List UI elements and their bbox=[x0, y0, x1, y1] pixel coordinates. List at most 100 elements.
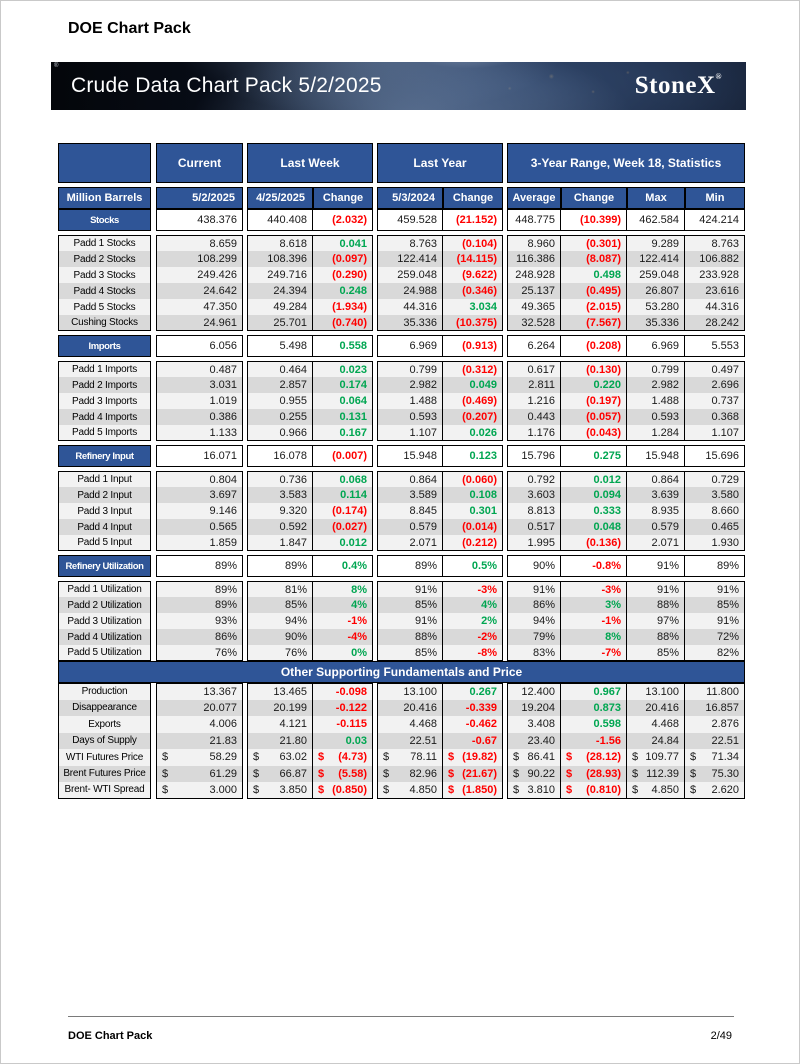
section-change-cell: (0.007) bbox=[313, 445, 373, 467]
section-value-cell: 15.696 bbox=[685, 445, 745, 467]
value-cell: 248.928 bbox=[507, 267, 561, 283]
price-value: 109.77 bbox=[645, 751, 679, 764]
section-value-cell: 438.376 bbox=[156, 209, 243, 231]
value-cell: 4.121 bbox=[247, 716, 313, 733]
price-value: 4.850 bbox=[409, 783, 437, 796]
value-cell: 1.930 bbox=[685, 535, 745, 551]
value-cell: 24.988 bbox=[377, 283, 443, 299]
value-cell: 0.799 bbox=[627, 361, 685, 377]
value-cell: 0.804 bbox=[156, 471, 243, 487]
currency-symbol: $ bbox=[253, 783, 260, 796]
value-cell: 13.465 bbox=[247, 683, 313, 700]
row-label: Brent- WTI Spread bbox=[58, 782, 151, 799]
change-cell: 8% bbox=[561, 629, 627, 645]
section-label: Refinery Input bbox=[58, 445, 151, 467]
price-change-cell: $ (28.93) bbox=[561, 765, 627, 782]
currency-symbol: $ bbox=[690, 767, 697, 780]
value-cell: 4.006 bbox=[156, 716, 243, 733]
table-row: Padd 1 Utilization 89% 81% 8% 91% -3% 91% -3% 91… bbox=[58, 581, 745, 597]
change-cell: 0.108 bbox=[443, 487, 503, 503]
price-value: 82.96 bbox=[409, 767, 437, 780]
value-cell: 0.966 bbox=[247, 425, 313, 441]
table-row: Exports 4.006 4.121 -0.115 4.468 -0.462 3.408 0… bbox=[58, 716, 745, 733]
change-cell: -0.67 bbox=[443, 732, 503, 749]
column-header: Change bbox=[561, 187, 627, 209]
change-cell: 0.248 bbox=[313, 283, 373, 299]
value-cell: 49.284 bbox=[247, 299, 313, 315]
price-cell: $63.02 bbox=[247, 749, 313, 766]
table-row: Padd 4 Stocks 24.642 24.394 0.248 24.988 (0.3… bbox=[58, 283, 745, 299]
price-value: (0.810) bbox=[586, 783, 621, 796]
row-label: Padd 5 Utilization bbox=[58, 645, 151, 661]
change-cell: -0.339 bbox=[443, 699, 503, 716]
value-cell: 91% bbox=[507, 581, 561, 597]
section-change-cell: (21.152) bbox=[443, 209, 503, 231]
change-cell: 0.03 bbox=[313, 732, 373, 749]
change-cell: -4% bbox=[313, 629, 373, 645]
col-group-current: Current bbox=[156, 143, 243, 183]
section-row: Imports 6.056 5.498 0.558 6.969 (0.913) 6.264(… bbox=[58, 335, 745, 357]
change-cell: 2% bbox=[443, 613, 503, 629]
value-cell: 85% bbox=[377, 597, 443, 613]
value-cell: 8.660 bbox=[685, 503, 745, 519]
row-label: Days of Supply bbox=[58, 732, 151, 749]
currency-symbol: $ bbox=[448, 783, 455, 796]
change-cell: (2.015) bbox=[561, 299, 627, 315]
value-cell: 0.255 bbox=[247, 409, 313, 425]
column-header: Change bbox=[443, 187, 503, 209]
table-row: Padd 2 Imports 3.031 2.857 0.174 2.982 0.049 2… bbox=[58, 377, 745, 393]
value-cell: 3.589 bbox=[377, 487, 443, 503]
value-cell: 106.882 bbox=[685, 251, 745, 267]
value-cell: 76% bbox=[247, 645, 313, 661]
change-cell: -0.115 bbox=[313, 716, 373, 733]
section-value-cell: 89% bbox=[247, 555, 313, 577]
column-header: Average bbox=[507, 187, 561, 209]
row-label: Padd 5 Stocks bbox=[58, 299, 151, 315]
table-row: Brent Futures Price $61.29 $66.87 $ (5.58) $8… bbox=[58, 765, 745, 782]
row-label: Padd 3 Utilization bbox=[58, 613, 151, 629]
value-cell: 1.284 bbox=[627, 425, 685, 441]
table-row: Padd 3 Input 9.146 9.320 (0.174) 8.845 0.301 8… bbox=[58, 503, 745, 519]
section-value-cell: 6.969 bbox=[627, 335, 685, 357]
row-label: Padd 1 Stocks bbox=[58, 235, 151, 251]
section-value-cell: 89% bbox=[377, 555, 443, 577]
column-header: 5/3/2024 bbox=[377, 187, 443, 209]
column-header-row: Million Barrels 5/2/2025 4/25/2025 Change 5/… bbox=[58, 187, 745, 209]
change-cell: (14.115) bbox=[443, 251, 503, 267]
value-cell: 259.048 bbox=[377, 267, 443, 283]
value-cell: 233.928 bbox=[685, 267, 745, 283]
change-cell: -8% bbox=[443, 645, 503, 661]
value-cell: 8.763 bbox=[377, 235, 443, 251]
change-cell: 0.267 bbox=[443, 683, 503, 700]
value-cell: 1.847 bbox=[247, 535, 313, 551]
value-cell: 91% bbox=[627, 581, 685, 597]
change-cell: 0.114 bbox=[313, 487, 373, 503]
section-change-cell: 0.275 bbox=[561, 445, 627, 467]
value-cell: 28.242 bbox=[685, 315, 745, 331]
table-row: Padd 5 Utilization 76% 76% 0% 85% -8% 83% -7% 85… bbox=[58, 645, 745, 661]
currency-symbol: $ bbox=[318, 783, 325, 796]
price-change-cell: $ (19.82) bbox=[443, 749, 503, 766]
value-cell: 108.396 bbox=[247, 251, 313, 267]
value-cell: 3.580 bbox=[685, 487, 745, 503]
section-value-cell: 459.528 bbox=[377, 209, 443, 231]
column-header: Change bbox=[313, 187, 373, 209]
value-cell: 25.701 bbox=[247, 315, 313, 331]
value-cell: 25.137 bbox=[507, 283, 561, 299]
currency-symbol: $ bbox=[632, 751, 639, 764]
section-value-cell: 15.948 bbox=[377, 445, 443, 467]
value-cell: 85% bbox=[627, 645, 685, 661]
band-title-row: Other Supporting Fundamentals and Price bbox=[58, 661, 745, 683]
section-value-cell: 15.948 bbox=[627, 445, 685, 467]
value-cell: 0.799 bbox=[377, 361, 443, 377]
value-cell: 20.077 bbox=[156, 699, 243, 716]
change-cell: -1% bbox=[313, 613, 373, 629]
value-cell: 49.365 bbox=[507, 299, 561, 315]
currency-symbol: $ bbox=[318, 767, 325, 780]
value-cell: 86% bbox=[507, 597, 561, 613]
value-cell: 8.813 bbox=[507, 503, 561, 519]
value-cell: 1.107 bbox=[685, 425, 745, 441]
price-value: (28.12) bbox=[586, 751, 621, 764]
value-cell: 11.800 bbox=[685, 683, 745, 700]
value-cell: 116.386 bbox=[507, 251, 561, 267]
